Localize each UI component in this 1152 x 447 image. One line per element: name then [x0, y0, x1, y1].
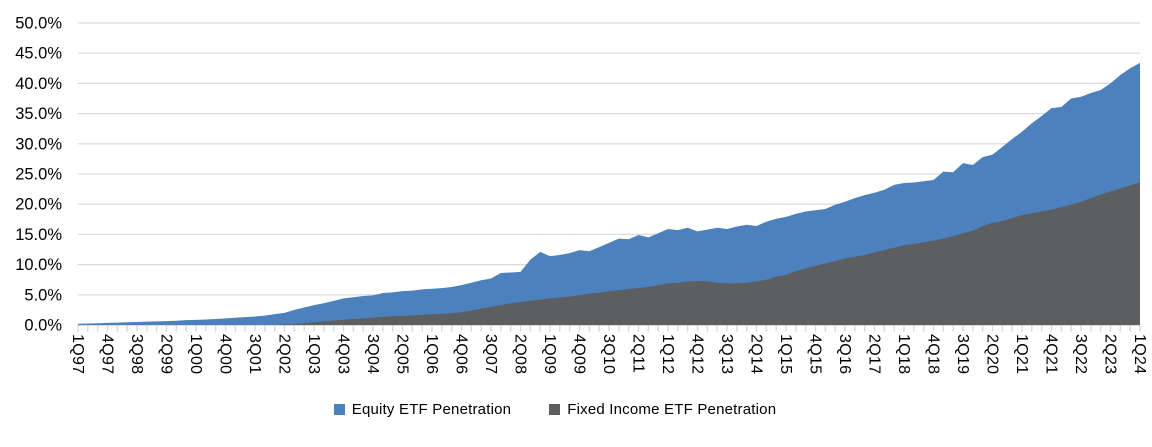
x-axis-tick-label: 4Q21 [1042, 334, 1059, 374]
x-axis-tick-label: 1Q00 [187, 334, 204, 374]
x-axis-tick-label: 2Q23 [1101, 334, 1118, 374]
x-axis-tick-label: 1Q15 [777, 334, 794, 374]
y-axis-tick-label: 25.0% [15, 166, 62, 184]
legend-swatch-fixed-income-icon [549, 404, 561, 415]
y-axis-tick-label: 30.0% [15, 135, 62, 153]
x-axis-tick-label: 3Q04 [364, 334, 381, 374]
x-axis-tick-label: 4Q15 [806, 334, 823, 374]
x-axis-tick-label: 2Q17 [865, 334, 882, 374]
y-axis-tick-label: 0.0% [24, 317, 62, 335]
legend-item-fixed-income: Fixed Income ETF Penetration [549, 401, 776, 418]
y-gridlines [78, 22, 1140, 326]
x-axis-tick-label: 3Q07 [482, 334, 499, 374]
y-axis-tick-label: 40.0% [15, 75, 62, 93]
chart-plot-area: 0.0% 5.0% 10.0% 15.0% 20.0% 25.0% 30.0% 35.0% 40… [15, 15, 1148, 375]
fixed-income-area-series [78, 182, 1140, 325]
x-axis-tick-marks [77, 325, 1141, 332]
legend-label-equity: Equity ETF Penetration [351, 401, 512, 418]
y-axis-tick-label: 20.0% [15, 196, 62, 214]
x-axis-tick-label: 3Q01 [246, 334, 263, 374]
x-axis-tick-label: 1Q12 [659, 334, 676, 374]
x-axis-tick-label: 2Q20 [983, 334, 1000, 374]
x-axis-tick-label: 1Q24 [1131, 334, 1148, 374]
x-axis-tick-label: 1Q97 [69, 334, 86, 374]
x-axis-tick-label: 2Q99 [157, 334, 174, 374]
x-axis-tick-label: 1Q18 [895, 334, 912, 374]
x-axis-tick-label: 4Q00 [216, 334, 233, 374]
y-axis-labels: 0.0% 5.0% 10.0% 15.0% 20.0% 25.0% 30.0% 35.0% 40… [15, 15, 62, 335]
x-axis-tick-label: 4Q97 [98, 334, 115, 374]
x-axis-tick-label: 3Q10 [600, 334, 617, 374]
x-axis-tick-label: 1Q21 [1013, 334, 1030, 374]
x-axis-tick-label: 4Q18 [924, 334, 941, 374]
x-axis-tick-label: 4Q12 [688, 334, 705, 374]
x-axis-tick-label: 2Q08 [511, 334, 528, 374]
y-axis-tick-label: 10.0% [15, 256, 62, 274]
legend-swatch-equity-icon [333, 404, 345, 415]
y-axis-tick-label: 35.0% [15, 105, 62, 123]
y-axis-tick-label: 50.0% [15, 15, 62, 33]
y-axis-tick-label: 45.0% [15, 45, 62, 63]
legend-item-equity: Equity ETF Penetration [333, 401, 512, 418]
x-axis-tick-label: 2Q05 [393, 334, 410, 374]
legend-label-fixed-income: Fixed Income ETF Penetration [567, 401, 777, 418]
y-axis-tick-label: 5.0% [24, 286, 62, 304]
x-axis-tick-label: 3Q19 [954, 334, 971, 374]
x-axis-tick-label: 2Q14 [747, 334, 764, 374]
x-axis-tick-label: 3Q13 [718, 334, 735, 374]
x-axis-tick-label: 1Q06 [423, 334, 440, 374]
x-axis-tick-label: 3Q16 [836, 334, 853, 374]
x-axis-tick-label: 4Q03 [334, 334, 351, 374]
x-axis-tick-label: 1Q09 [541, 334, 558, 374]
y-axis-tick-label: 15.0% [15, 226, 62, 244]
x-axis-tick-label: 3Q22 [1072, 334, 1089, 374]
chart-legend: Equity ETF Penetration Fixed Income ETF … [0, 401, 1110, 418]
x-axis-tick-label: 1Q03 [305, 334, 322, 374]
x-axis-tick-label: 4Q09 [570, 334, 587, 374]
x-axis-tick-label: 2Q02 [275, 334, 292, 374]
x-axis-tick-label: 2Q11 [629, 334, 646, 373]
x-axis-tick-label: 3Q98 [128, 334, 145, 374]
x-axis-tick-label: 4Q06 [452, 334, 469, 374]
x-axis-labels: 1Q97 4Q97 3Q98 2Q99 1Q00 4Q00 3Q01 2Q02 1Q03 4Q03… [69, 334, 1148, 374]
